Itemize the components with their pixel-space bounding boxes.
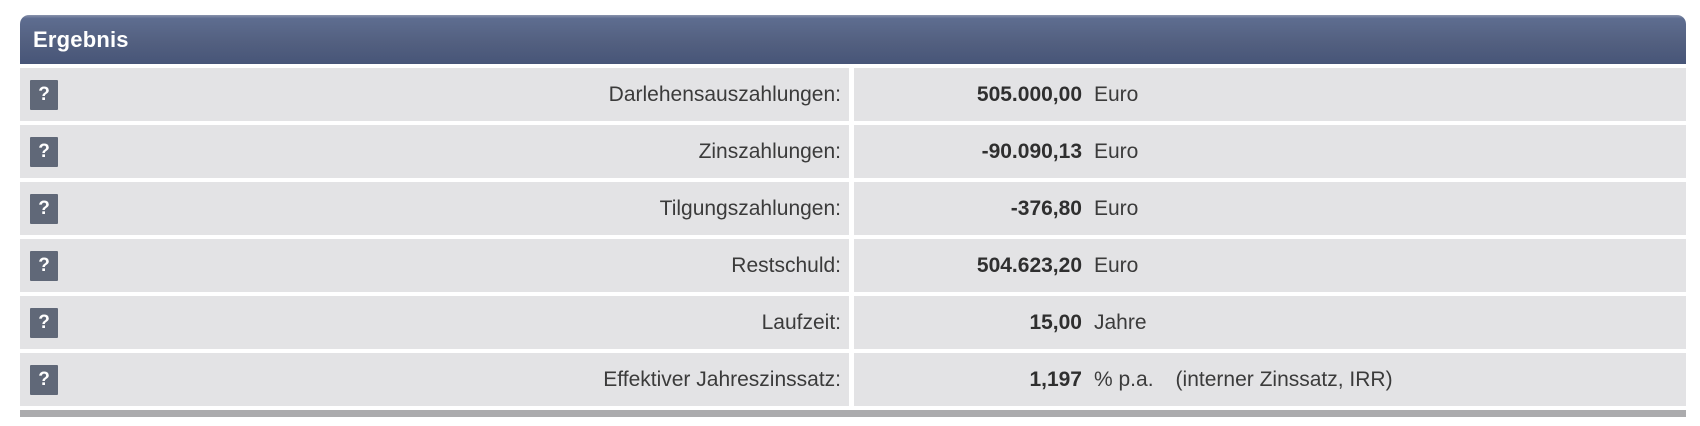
help-button[interactable]: ? (30, 136, 58, 167)
result-row-darlehensauszahlungen: ? Darlehensauszahlungen: 505.000,00 Euro (20, 68, 1686, 121)
label-cell: ? Effektiver Jahreszinssatz: (20, 353, 849, 406)
row-label: Effektiver Jahreszinssatz: (603, 367, 841, 391)
panel-title: Ergebnis (33, 26, 129, 52)
value-cell: 1,197 % p.a. (interner Zinssatz, IRR) (854, 353, 1686, 406)
row-value: 1,197 (1029, 367, 1082, 391)
row-value: 504.623,20 (976, 253, 1082, 277)
row-unit: % p.a. (1094, 367, 1154, 391)
value-cell: 504.623,20 Euro (854, 239, 1686, 292)
help-button[interactable]: ? (30, 193, 58, 224)
panel-header: Ergebnis (20, 15, 1686, 64)
row-value: 505.000,00 (976, 82, 1082, 106)
value-cell: -90.090,13 Euro (854, 125, 1686, 178)
row-value: -376,80 (1010, 196, 1082, 220)
label-cell: ? Darlehensauszahlungen: (20, 68, 849, 121)
value-cell: 15,00 Jahre (854, 296, 1686, 349)
row-unit: Euro (1094, 82, 1139, 106)
result-row-effektiver-jahreszinssatz: ? Effektiver Jahreszinssatz: 1,197 % p.a… (20, 353, 1686, 406)
panel-bottom-bar (20, 410, 1686, 417)
row-label: Darlehensauszahlungen: (608, 82, 841, 106)
help-button[interactable]: ? (30, 250, 58, 281)
help-button[interactable]: ? (30, 307, 58, 338)
row-value: -90.090,13 (981, 139, 1082, 163)
help-button[interactable]: ? (30, 364, 58, 395)
row-label: Zinszahlungen: (698, 139, 841, 163)
row-value: 15,00 (1029, 310, 1082, 334)
label-cell: ? Zinszahlungen: (20, 125, 849, 178)
row-unit: Euro (1094, 196, 1139, 220)
label-cell: ? Tilgungszahlungen: (20, 182, 849, 235)
row-unit: Euro (1094, 139, 1139, 163)
row-note: (interner Zinssatz, IRR) (1175, 367, 1393, 391)
row-unit: Euro (1094, 253, 1139, 277)
value-cell: -376,80 Euro (854, 182, 1686, 235)
value-cell: 505.000,00 Euro (854, 68, 1686, 121)
row-label: Restschuld: (731, 253, 841, 277)
result-row-zinszahlungen: ? Zinszahlungen: -90.090,13 Euro (20, 125, 1686, 178)
row-unit: Jahre (1094, 310, 1147, 334)
result-panel: Ergebnis ? Darlehensauszahlungen: 505.00… (20, 15, 1686, 417)
row-label: Tilgungszahlungen: (659, 196, 841, 220)
label-cell: ? Laufzeit: (20, 296, 849, 349)
help-button[interactable]: ? (30, 79, 58, 110)
label-cell: ? Restschuld: (20, 239, 849, 292)
result-row-laufzeit: ? Laufzeit: 15,00 Jahre (20, 296, 1686, 349)
row-label: Laufzeit: (761, 310, 841, 334)
result-row-tilgungszahlungen: ? Tilgungszahlungen: -376,80 Euro (20, 182, 1686, 235)
result-row-restschuld: ? Restschuld: 504.623,20 Euro (20, 239, 1686, 292)
